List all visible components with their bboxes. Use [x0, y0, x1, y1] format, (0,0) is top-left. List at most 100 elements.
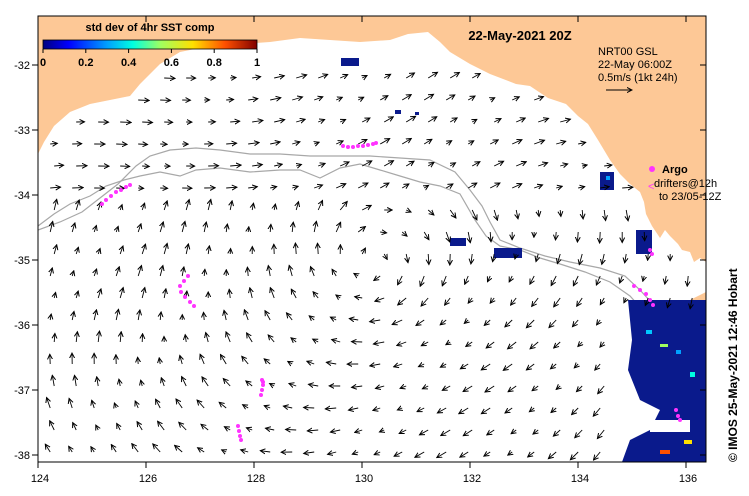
current-vector — [197, 400, 205, 409]
current-vector — [423, 139, 432, 145]
current-vector — [318, 163, 325, 166]
argo-position — [678, 418, 682, 422]
current-vector — [180, 356, 182, 365]
current-vector — [401, 139, 411, 145]
current-vector — [534, 97, 543, 100]
current-vector — [204, 312, 205, 321]
current-vector — [292, 142, 300, 144]
current-vector — [47, 398, 51, 409]
current-vector — [352, 386, 363, 387]
current-vector — [286, 429, 297, 430]
current-vector — [248, 99, 258, 100]
current-vector — [117, 424, 121, 431]
current-vector — [511, 430, 516, 434]
current-vector — [114, 403, 116, 408]
current-vector — [530, 341, 539, 349]
current-vector — [182, 267, 184, 277]
current-vector — [595, 363, 601, 370]
current-vector — [204, 269, 205, 277]
land-mass — [38, 16, 706, 262]
current-vector — [472, 119, 477, 122]
current-vector — [551, 275, 557, 286]
current-vector — [97, 377, 99, 387]
current-vector — [406, 253, 408, 263]
current-vector — [481, 407, 491, 414]
current-vector — [206, 333, 209, 343]
current-vector — [440, 364, 447, 367]
current-vector — [158, 421, 165, 431]
current-vector — [419, 364, 425, 367]
argo-position — [676, 414, 680, 418]
current-vector — [645, 297, 648, 306]
current-vector — [175, 445, 183, 453]
current-vector — [50, 222, 53, 233]
current-vector — [384, 253, 387, 259]
current-vector — [383, 161, 393, 167]
current-vector — [467, 183, 477, 189]
current-vector — [94, 226, 96, 233]
current-vector — [296, 164, 301, 166]
colorbar: std dev of 4hr SST comp 0 0.2 0.4 0.6 0.8 1 — [40, 22, 260, 69]
current-vector — [138, 100, 149, 101]
current-vector — [533, 430, 538, 434]
argo-position — [188, 300, 192, 304]
current-vector — [335, 222, 340, 233]
current-vector — [198, 448, 205, 452]
current-vector — [164, 243, 167, 255]
current-vector — [560, 209, 561, 216]
current-vector — [326, 362, 337, 364]
current-vector — [398, 297, 407, 305]
current-vector — [264, 359, 271, 365]
current-vector — [98, 249, 100, 255]
current-vector — [620, 275, 623, 283]
current-vector — [186, 200, 189, 211]
current-vector — [445, 141, 452, 144]
current-vector — [573, 275, 579, 286]
current-vector — [445, 95, 455, 101]
current-vector — [420, 275, 424, 286]
argo-position — [261, 380, 265, 384]
argo-position — [239, 438, 243, 442]
current-vector — [463, 429, 473, 436]
current-vector — [505, 407, 513, 413]
current-vector — [597, 320, 601, 325]
current-vector — [116, 267, 119, 277]
current-vector — [314, 97, 323, 100]
current-vector — [643, 276, 644, 281]
current-vector — [50, 187, 60, 188]
current-vector — [417, 408, 425, 412]
current-vector — [376, 386, 385, 388]
current-vector — [484, 319, 491, 325]
current-vectors — [45, 72, 692, 460]
current-vector — [415, 451, 425, 457]
current-vector — [357, 140, 367, 145]
current-vector — [503, 363, 513, 370]
argo-position — [361, 144, 365, 148]
current-vector — [230, 165, 241, 166]
current-vector — [274, 120, 285, 122]
current-vector — [185, 335, 186, 343]
current-vector — [573, 319, 579, 327]
current-vector — [401, 95, 411, 101]
current-vector — [75, 375, 77, 387]
current-vector — [111, 445, 117, 453]
current-vector — [512, 97, 519, 100]
current-vector — [516, 209, 518, 219]
current-vector — [248, 187, 257, 188]
current-vector — [600, 231, 601, 243]
current-vector — [318, 74, 328, 78]
current-vector — [355, 430, 363, 432]
current-vector — [556, 231, 557, 240]
colorbar-tick-label: 0.4 — [121, 57, 137, 69]
current-vector — [141, 380, 143, 387]
current-vector — [336, 184, 346, 189]
current-vector — [252, 120, 263, 122]
current-vector — [54, 293, 55, 299]
current-vector — [577, 297, 583, 306]
current-vector — [397, 408, 402, 410]
current-vector — [224, 427, 231, 430]
bathymetry-contour — [38, 163, 706, 369]
current-vector — [380, 430, 385, 432]
current-vector — [551, 408, 556, 413]
